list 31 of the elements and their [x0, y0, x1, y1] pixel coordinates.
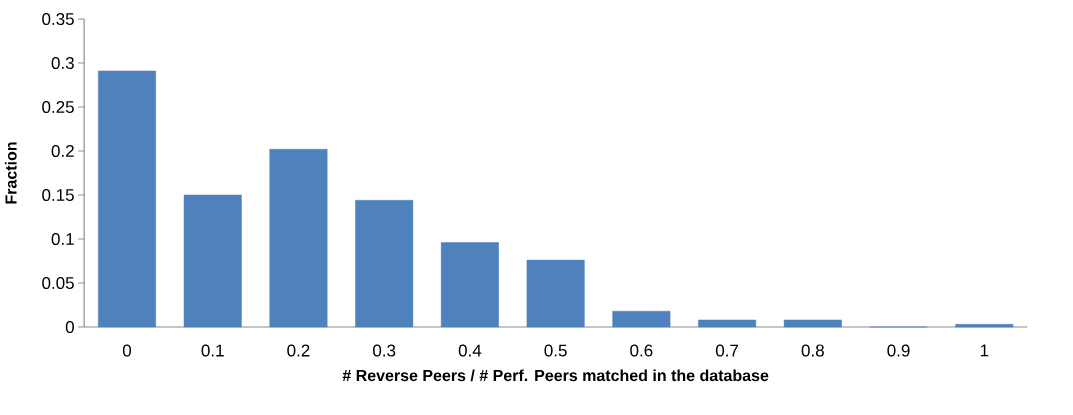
bar — [698, 319, 757, 328]
x-axis-title: # Reverse Peers / # Perf. Peers matched in the database — [342, 369, 769, 382]
x-tick-label: 0.7 — [715, 344, 739, 357]
x-tick-label: 1 — [980, 344, 989, 357]
x-tick-label: 0.8 — [801, 344, 824, 357]
x-tick-label: 0.1 — [201, 344, 224, 357]
bar — [783, 319, 842, 328]
bar — [955, 324, 1014, 328]
x-tick-label: 0.3 — [373, 344, 396, 357]
bar — [183, 194, 242, 328]
bar — [440, 242, 499, 328]
x-tick-label: 0.4 — [458, 344, 482, 357]
y-tick-label: 0.15 — [42, 188, 74, 202]
x-tick-label: 0.5 — [544, 344, 567, 357]
bar — [355, 200, 414, 328]
x-tick-label: 0.6 — [630, 344, 653, 357]
y-axis-title: Fraction — [4, 142, 17, 204]
y-tick-label: 0.3 — [51, 56, 74, 70]
y-tick-label: 0 — [65, 320, 74, 334]
bar — [612, 310, 671, 328]
bar — [269, 148, 328, 328]
x-tick-label: 0.9 — [887, 344, 910, 357]
bar — [526, 259, 585, 328]
x-tick-label: 0 — [122, 344, 132, 357]
y-tick-label: 0.1 — [51, 232, 74, 246]
y-tick-label: 0.35 — [42, 12, 74, 26]
bar — [98, 70, 156, 328]
y-tick-label: 0.05 — [42, 276, 74, 290]
y-tick-label: 0.2 — [51, 144, 74, 158]
x-tick-label: 0.2 — [287, 344, 310, 357]
y-tick-label: 0.25 — [42, 100, 74, 114]
